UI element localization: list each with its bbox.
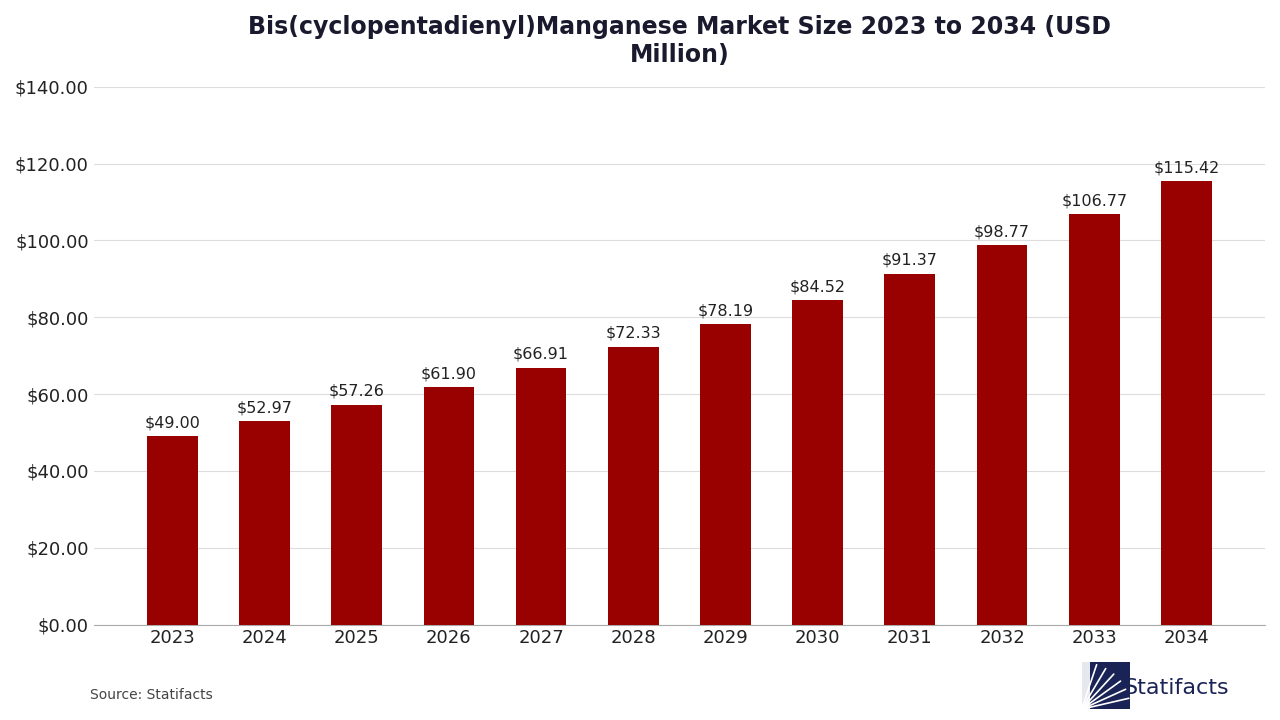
Text: $115.42: $115.42 — [1153, 161, 1220, 176]
Text: $84.52: $84.52 — [790, 279, 846, 294]
Bar — [977, 246, 1028, 624]
Text: $61.90: $61.90 — [421, 366, 477, 381]
Text: $66.91: $66.91 — [513, 347, 570, 361]
Bar — [1069, 215, 1120, 624]
Text: $78.19: $78.19 — [698, 303, 754, 318]
Text: $49.00: $49.00 — [145, 415, 200, 431]
FancyBboxPatch shape — [1082, 662, 1130, 709]
Bar — [424, 387, 475, 624]
Bar — [516, 367, 567, 624]
Title: Bis(cyclopentadienyl)Manganese Market Size 2023 to 2034 (USD
Million): Bis(cyclopentadienyl)Manganese Market Si… — [248, 15, 1111, 67]
Text: Source: Statifacts: Source: Statifacts — [90, 688, 212, 702]
Text: Statifacts: Statifacts — [1123, 678, 1229, 698]
Bar — [239, 421, 289, 624]
Text: $91.37: $91.37 — [882, 253, 938, 268]
Bar — [332, 405, 381, 624]
Text: $52.97: $52.97 — [237, 400, 292, 415]
Bar — [1082, 662, 1091, 709]
Bar — [1161, 181, 1212, 624]
Bar — [792, 300, 844, 624]
Text: $98.77: $98.77 — [974, 225, 1030, 240]
Text: $72.33: $72.33 — [605, 326, 660, 341]
Text: $57.26: $57.26 — [329, 384, 385, 399]
Bar — [608, 347, 659, 624]
Text: $106.77: $106.77 — [1061, 194, 1128, 209]
Bar — [884, 274, 936, 624]
Bar — [147, 436, 197, 624]
Bar — [700, 324, 751, 624]
